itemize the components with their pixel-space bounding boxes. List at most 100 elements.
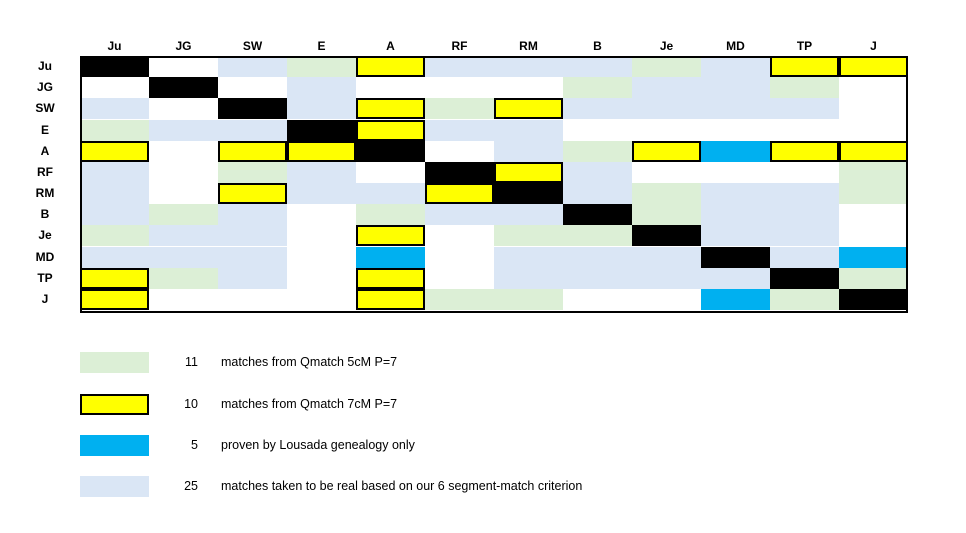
legend-count: 5 — [191, 438, 198, 452]
matrix-cell — [563, 140, 632, 162]
matrix-cell — [425, 119, 494, 141]
matrix-cell — [218, 183, 287, 205]
matrix-cell — [287, 225, 356, 247]
legend-swatch-green — [80, 352, 149, 373]
matrix-cell — [770, 98, 839, 120]
matrix-cell — [770, 288, 839, 310]
matrix-cell — [632, 119, 701, 141]
column-header: E — [317, 39, 326, 53]
matrix-cell — [149, 267, 218, 289]
matrix-cell — [149, 56, 218, 77]
matrix-cell — [839, 204, 908, 226]
matrix-cell — [770, 204, 839, 226]
matrix-cell — [80, 98, 149, 120]
column-header: SW — [242, 39, 263, 53]
matrix-cell — [701, 161, 770, 183]
legend-label: matches taken to be real based on our 6 … — [221, 479, 583, 493]
matrix-cell — [701, 225, 770, 247]
matrix-cell — [80, 267, 149, 289]
matrix-cell — [80, 246, 149, 268]
matrix-cell — [218, 267, 287, 289]
matrix-cell — [494, 161, 563, 183]
matrix-cell — [149, 77, 218, 99]
matrix-cell — [80, 225, 149, 247]
matrix-cell — [839, 77, 908, 99]
matrix-cell — [356, 267, 425, 289]
matrix-cell — [80, 204, 149, 226]
matrix-cell — [494, 246, 563, 268]
legend-count: 25 — [184, 479, 198, 493]
matrix-cell — [356, 246, 425, 268]
matrix-cell — [632, 288, 701, 310]
matrix-cell — [563, 161, 632, 183]
matrix-cell — [494, 56, 563, 77]
matrix-cell — [356, 119, 425, 141]
matrix-cell — [563, 98, 632, 120]
matrix-cell — [287, 183, 356, 205]
matrix-cell — [632, 161, 701, 183]
matrix-cell — [701, 246, 770, 268]
matrix-cell — [287, 288, 356, 310]
legend-row-segment: 25 matches taken to be real based on our… — [80, 476, 700, 498]
matrix-cell — [701, 77, 770, 99]
matrix-cell — [770, 77, 839, 99]
matrix-cell — [563, 56, 632, 77]
matrix-cell — [425, 267, 494, 289]
matrix-cell — [149, 225, 218, 247]
matrix-cell — [356, 56, 425, 77]
matrix-cell — [218, 140, 287, 162]
row-header: Je — [38, 228, 52, 243]
matrix-cell — [701, 267, 770, 289]
matrix-cell — [632, 140, 701, 162]
matrix-cell — [770, 119, 839, 141]
matrix-cell — [80, 140, 149, 162]
matrix-cell — [632, 98, 701, 120]
matrix-cell — [632, 77, 701, 99]
matrix-cell — [425, 56, 494, 77]
matrix-cell — [494, 77, 563, 99]
matrix-cell — [839, 161, 908, 183]
matrix-cell — [80, 183, 149, 205]
matrix-cell — [701, 183, 770, 205]
matrix-cell — [839, 56, 908, 77]
matrix-cell — [287, 98, 356, 120]
matrix-cell — [218, 288, 287, 310]
column-header: TP — [796, 39, 813, 53]
column-header: A — [386, 39, 395, 53]
row-header: RF — [37, 164, 53, 179]
matrix-cell — [701, 204, 770, 226]
matrix-cell — [425, 161, 494, 183]
matrix-cell — [218, 246, 287, 268]
row-header: B — [40, 207, 50, 222]
matrix-cell — [563, 288, 632, 310]
matrix-cell — [149, 288, 218, 310]
matrix-cell — [425, 288, 494, 310]
matrix-cell — [149, 98, 218, 120]
matrix-cell — [494, 98, 563, 120]
matrix-cell — [80, 119, 149, 141]
legend-label: matches from Qmatch 5cM P=7 — [221, 355, 398, 369]
matrix-cell — [494, 140, 563, 162]
matrix-cell — [218, 161, 287, 183]
matrix-cell — [218, 204, 287, 226]
matrix-cell — [839, 140, 908, 162]
matrix-cell — [356, 98, 425, 120]
matrix-cell — [701, 98, 770, 120]
matrix-cell — [218, 98, 287, 120]
matrix-cell — [839, 225, 908, 247]
legend-label: proven by Lousada genealogy only — [221, 438, 415, 452]
matrix-cell — [563, 204, 632, 226]
matrix-cell — [425, 225, 494, 247]
matrix-cell — [356, 183, 425, 205]
matrix-cell — [839, 246, 908, 268]
matrix-cell — [770, 267, 839, 289]
column-header: MD — [726, 39, 745, 53]
row-header: RM — [35, 186, 55, 201]
legend-swatch-lightblue — [80, 476, 149, 497]
matrix-cell — [770, 225, 839, 247]
matrix-cell — [494, 183, 563, 205]
matrix-cell — [287, 77, 356, 99]
matrix-cell — [287, 140, 356, 162]
column-header: J — [870, 39, 877, 53]
matrix-cell — [632, 204, 701, 226]
